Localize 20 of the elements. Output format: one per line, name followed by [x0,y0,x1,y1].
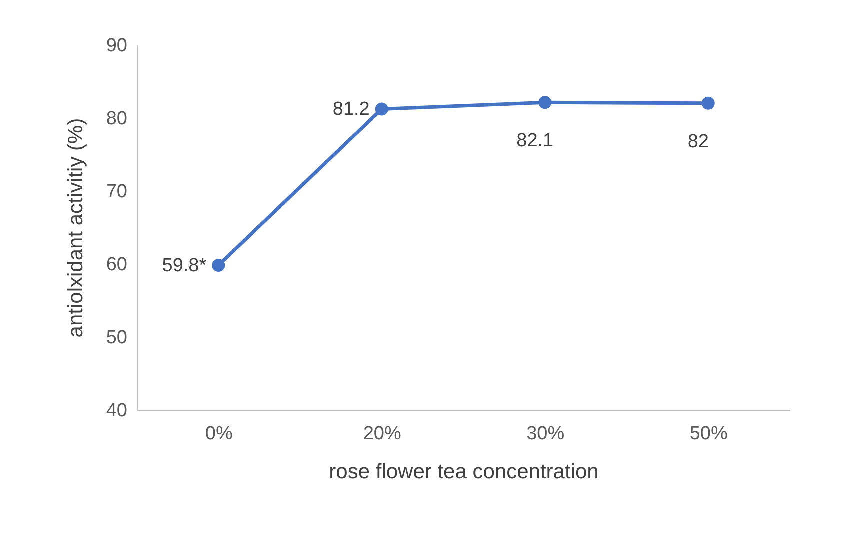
data-label: 81.2 [332,99,370,120]
y-axis-title: antiolxidant activitiy (%) [64,118,88,338]
x-tick-label: 30% [526,424,565,444]
y-tick-label: 80 [106,108,128,130]
x-tick-label: 20% [363,424,402,444]
point [212,258,226,272]
y-tick-label: 70 [106,182,128,202]
x-axis-title: rose flower tea concentration [329,460,599,484]
y-tick-label: 90 [106,36,128,56]
point [375,102,388,116]
y-tick-label: 50 [106,328,128,348]
data-label: 59.8* [162,255,208,276]
data-label: 82.1 [516,130,554,152]
x-tick-label: 0% [205,424,233,444]
data-label: 82 [688,131,709,152]
point [538,96,552,110]
y-tick-label: 40 [106,400,128,422]
y-tick-label: 60 [106,254,128,276]
x-tick-label: 50% [690,424,728,444]
point [702,96,715,110]
